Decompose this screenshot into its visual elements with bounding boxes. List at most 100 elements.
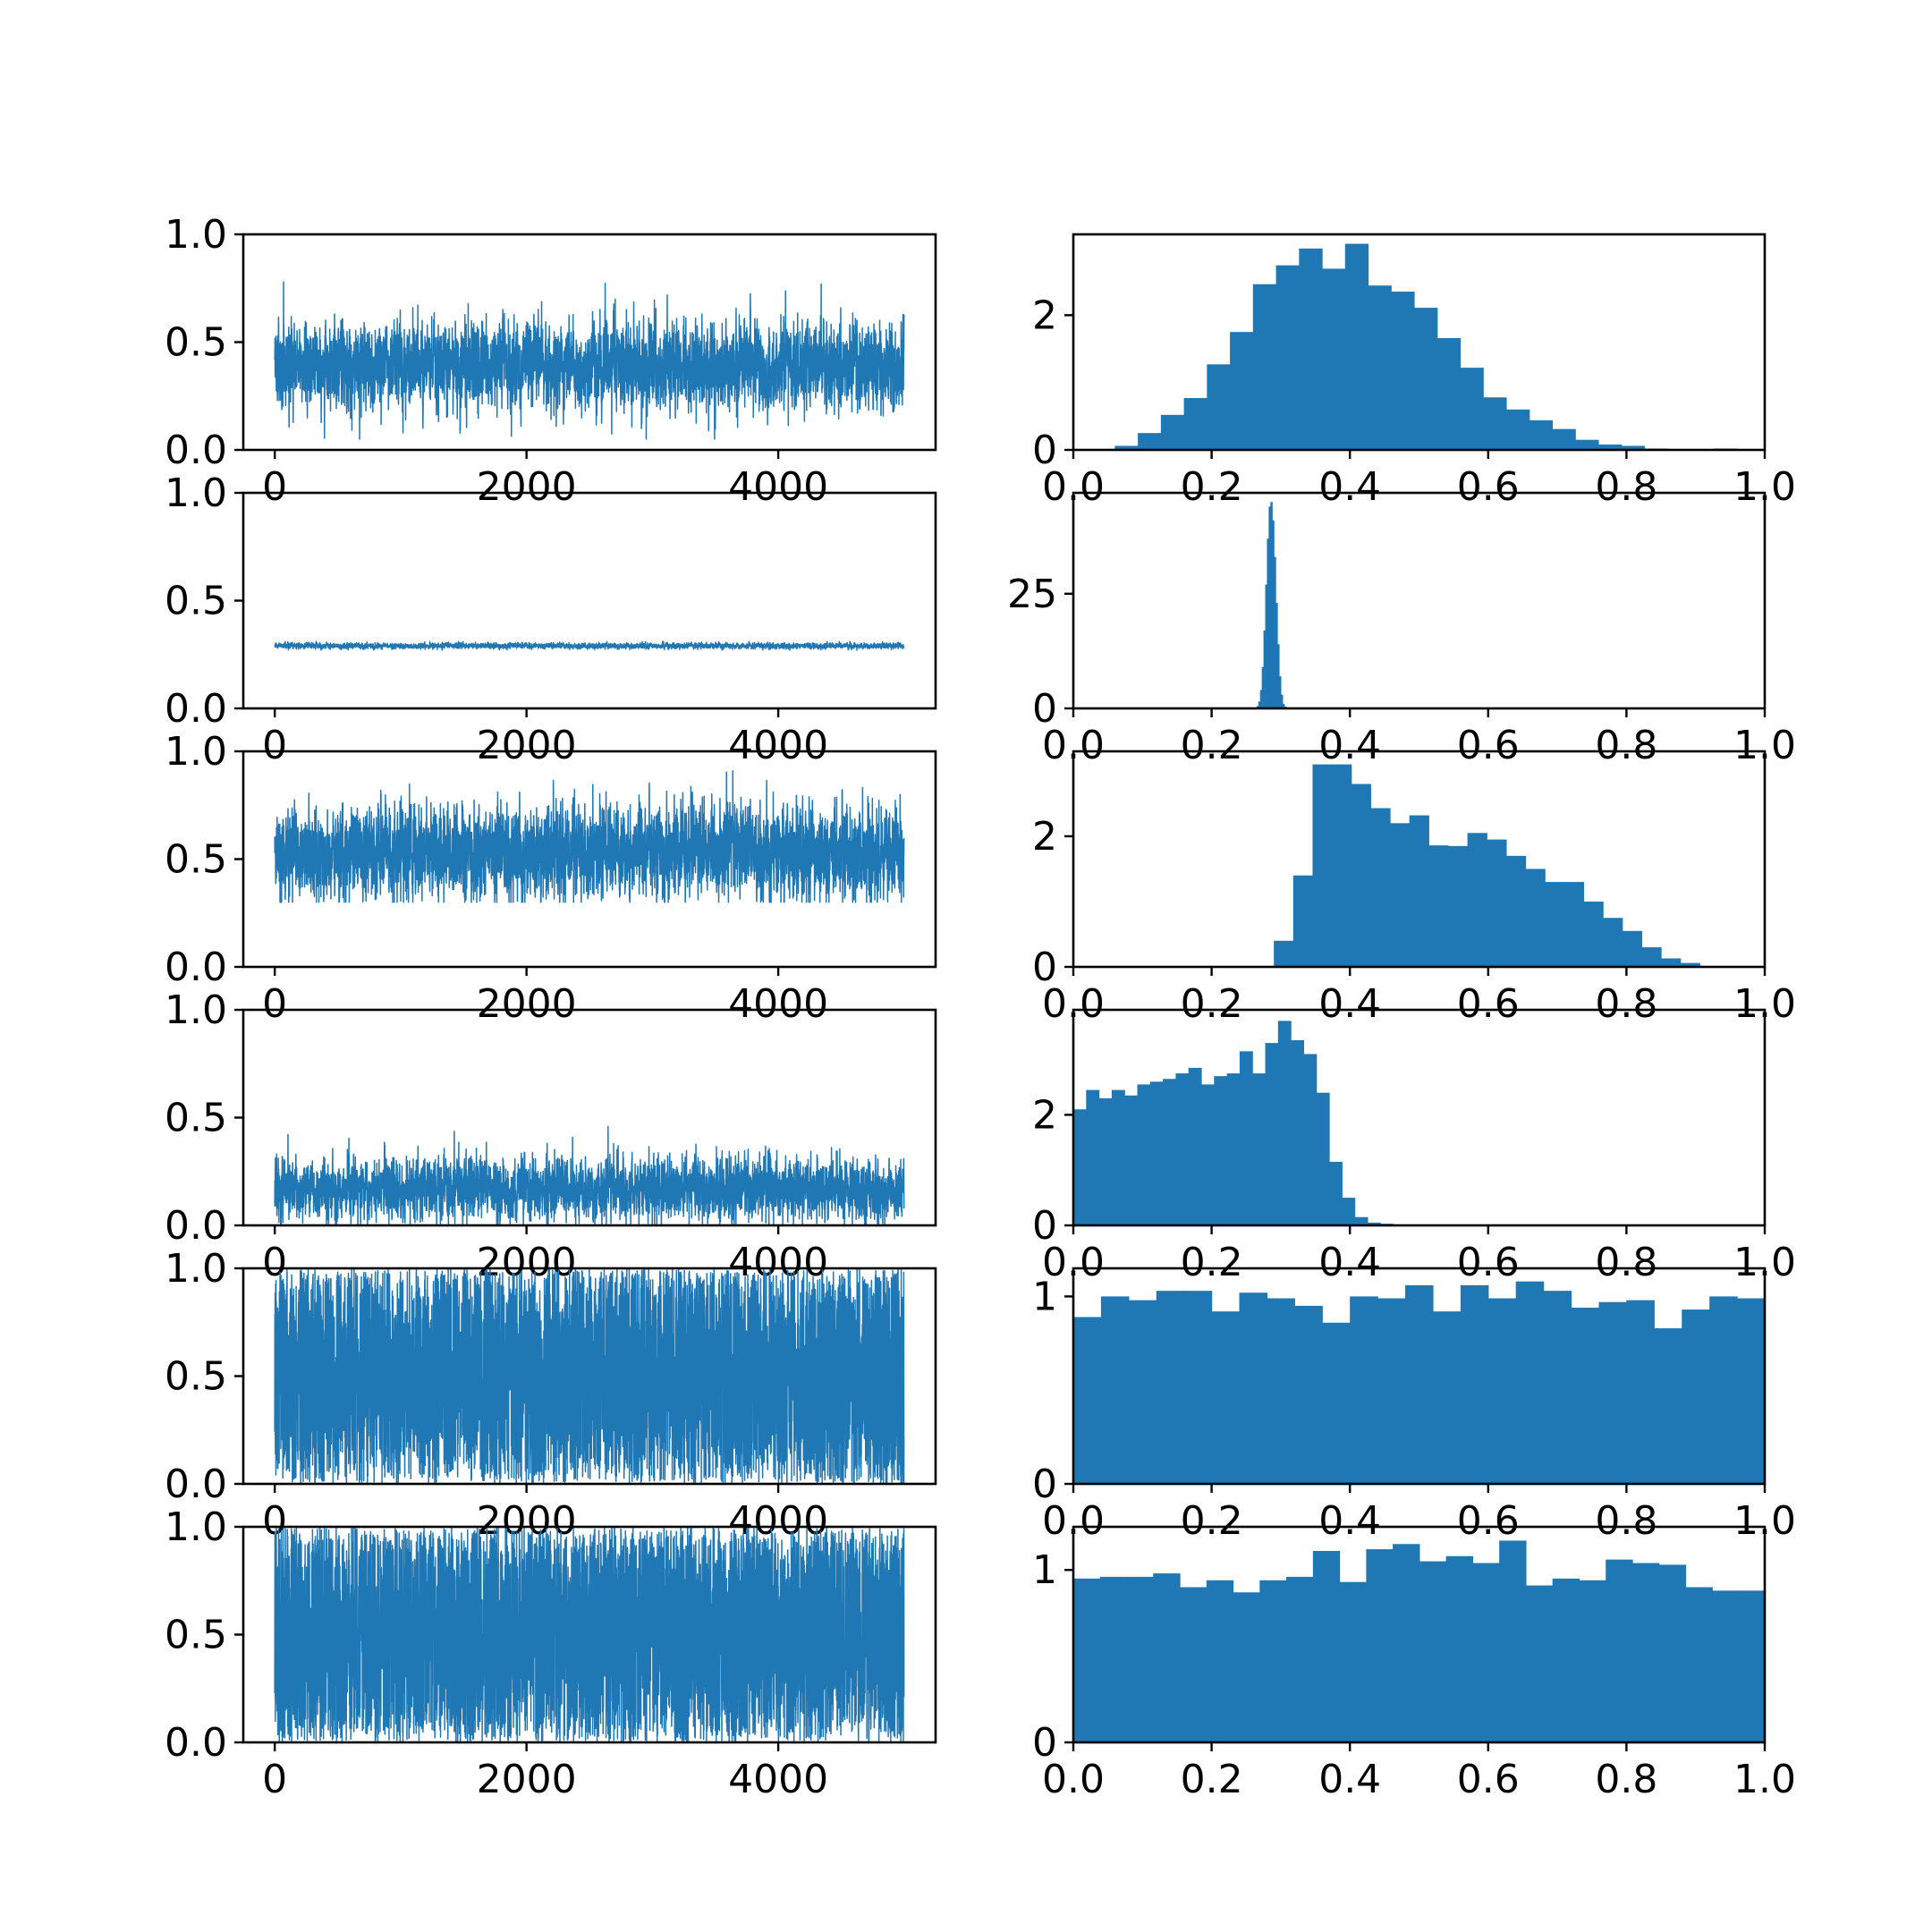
hist-r4-bar xyxy=(1329,1161,1343,1225)
hist-r5-bar xyxy=(1294,1305,1323,1484)
hist-r1-xtick-label: 0.6 xyxy=(1457,464,1520,510)
trace-r6-xtick-label: 0 xyxy=(262,1757,287,1802)
hist-r3-bar xyxy=(1563,882,1585,967)
hist-r2-xtick-label: 0.6 xyxy=(1457,723,1520,768)
hist-r2-bar xyxy=(1282,703,1285,708)
hist-r5-bar xyxy=(1487,1298,1517,1484)
trace-r1-xtick-label: 2000 xyxy=(477,464,577,510)
hist-r6-bar xyxy=(1685,1587,1713,1742)
hist-r5-xtick-label: 0.8 xyxy=(1595,1498,1657,1544)
hist-r2-bar xyxy=(1258,701,1261,708)
hist-r1-bar xyxy=(1575,439,1599,450)
hist-r5-bar xyxy=(1267,1298,1295,1484)
trace-r6-series-line xyxy=(274,1527,905,1742)
hist-r5-bar xyxy=(1322,1322,1351,1484)
hist-r6-bar xyxy=(1525,1585,1554,1742)
trace-r1-xtick-label: 4000 xyxy=(728,464,828,510)
hist-r5-bar xyxy=(1377,1298,1406,1484)
trace-r1-ytick-label: 0.5 xyxy=(165,320,227,366)
hist-r1-bar xyxy=(1436,337,1462,450)
hist-r1-bar xyxy=(1391,292,1415,450)
hist-r3-bar xyxy=(1622,930,1642,967)
hist-r5-bar xyxy=(1239,1292,1268,1484)
trace-r4-plot-area xyxy=(274,1125,905,1225)
trace-r2-ytick-label: 0.5 xyxy=(165,579,227,624)
hist-r5-bar xyxy=(1183,1291,1213,1484)
trace-r5-ytick-label: 1.0 xyxy=(165,1246,227,1292)
trace-r6-panel: 0 2000 4000 0.0 0.5 1.0 xyxy=(165,1504,937,1802)
hist-r4-bar xyxy=(1239,1051,1253,1225)
hist-r5-bar xyxy=(1100,1296,1130,1484)
hist-r6-xtick-label: 0.2 xyxy=(1181,1757,1243,1802)
hist-r3-bar xyxy=(1603,918,1623,967)
hist-r2-ytick-label: 25 xyxy=(1007,572,1057,617)
hist-r2-bar xyxy=(1261,666,1265,708)
hist-r1-bar xyxy=(1230,332,1254,450)
hist-r2-bar xyxy=(1278,676,1282,708)
hist-r5-ytick-label: 1 xyxy=(1032,1274,1057,1319)
hist-r2-bar xyxy=(1268,506,1271,708)
hist-r3-xtick-label: 0.6 xyxy=(1457,981,1520,1027)
trace-r2-ytick-label: 1.0 xyxy=(165,470,227,516)
hist-r4-bar xyxy=(1188,1067,1202,1225)
hist-r3-bar xyxy=(1447,845,1469,967)
hist-r1-bar xyxy=(1252,284,1277,450)
trace-r2-xtick-label: 2000 xyxy=(477,723,577,768)
trace-r1-ytick-label: 0.0 xyxy=(165,428,227,473)
hist-r1-bar xyxy=(1552,428,1576,450)
hist-r5-plot-area xyxy=(1073,1281,1765,1484)
trace-r2-series-line xyxy=(274,640,905,651)
trace-r3-panel: 0 2000 4000 0.0 0.5 1.0 xyxy=(165,729,937,1027)
hist-r6-bar xyxy=(1419,1561,1447,1742)
trace-r1-panel: 0 2000 4000 0.0 0.5 1.0 xyxy=(165,212,937,510)
hist-r6-bar xyxy=(1073,1578,1101,1742)
hist-r1-bar xyxy=(1621,445,1646,450)
hist-r2-xtick-label: 0.4 xyxy=(1318,723,1381,768)
hist-r3-bar xyxy=(1505,855,1527,967)
hist-r5-bar xyxy=(1156,1291,1185,1484)
hist-r4-bar xyxy=(1137,1084,1151,1225)
hist-r3-panel: 0.0 0.2 0.4 0.6 0.8 1.002 xyxy=(1032,750,1796,1027)
hist-r6-bar xyxy=(1312,1550,1341,1742)
hist-r3-bar xyxy=(1370,808,1391,967)
trace-r5-xtick-label: 2000 xyxy=(477,1498,577,1544)
hist-r1-bar xyxy=(1460,368,1484,450)
hist-r4-bar xyxy=(1086,1089,1100,1225)
trace-r2-panel: 0 2000 4000 0.0 0.5 1.0 xyxy=(165,470,937,768)
trace-r3-xtick-label: 0 xyxy=(262,981,287,1027)
hist-r6-panel: 0.0 0.2 0.4 0.6 0.8 1.0 0 1 xyxy=(1032,1525,1796,1802)
hist-r2-bar xyxy=(1259,690,1263,708)
trace-r3-ytick-label: 0.5 xyxy=(165,837,227,883)
hist-r5-bar xyxy=(1543,1291,1572,1484)
hist-r5-bar xyxy=(1626,1300,1655,1484)
hist-r4-bar xyxy=(1342,1198,1356,1225)
hist-r5-bar xyxy=(1515,1281,1545,1484)
hist-r4-xtick-label: 0.8 xyxy=(1595,1240,1657,1285)
hist-r3-bar xyxy=(1680,962,1700,967)
hist-r3-ytick-label: 2 xyxy=(1032,814,1057,860)
hist-r5-bar xyxy=(1128,1300,1157,1484)
trace-r6-ytick-label: 1.0 xyxy=(165,1504,227,1550)
trace-r4-xtick-label: 0 xyxy=(262,1240,287,1285)
hist-r5-bar xyxy=(1598,1301,1627,1484)
hist-r4-xtick-label: 0.4 xyxy=(1318,1240,1381,1285)
hist-r5-bar xyxy=(1073,1317,1102,1484)
hist-r6-bar xyxy=(1552,1578,1580,1742)
hist-r6-bar xyxy=(1658,1564,1687,1742)
hist-r5-panel: 0.0 0.2 0.4 0.6 0.8 1.001 xyxy=(1032,1267,1796,1544)
hist-r4-bar xyxy=(1277,1021,1292,1225)
hist-r4-xtick-label: 0.2 xyxy=(1181,1240,1243,1285)
trace-r3-ytick-label: 0.0 xyxy=(165,945,227,990)
hist-r5-bar xyxy=(1405,1284,1434,1484)
hist-r3-bar xyxy=(1332,764,1352,967)
hist-r5-ytick-label: 0 xyxy=(1032,1462,1057,1507)
hist-r4-bar xyxy=(1124,1095,1139,1225)
hist-r1-axes-frame xyxy=(1072,233,1767,452)
hist-r5-bar xyxy=(1709,1296,1738,1484)
hist-r6-axes-frame xyxy=(1072,1525,1767,1744)
hist-r6-bar xyxy=(1366,1549,1394,1742)
hist-r1-bar xyxy=(1183,398,1208,450)
trace-r3-plot-area xyxy=(274,770,905,903)
